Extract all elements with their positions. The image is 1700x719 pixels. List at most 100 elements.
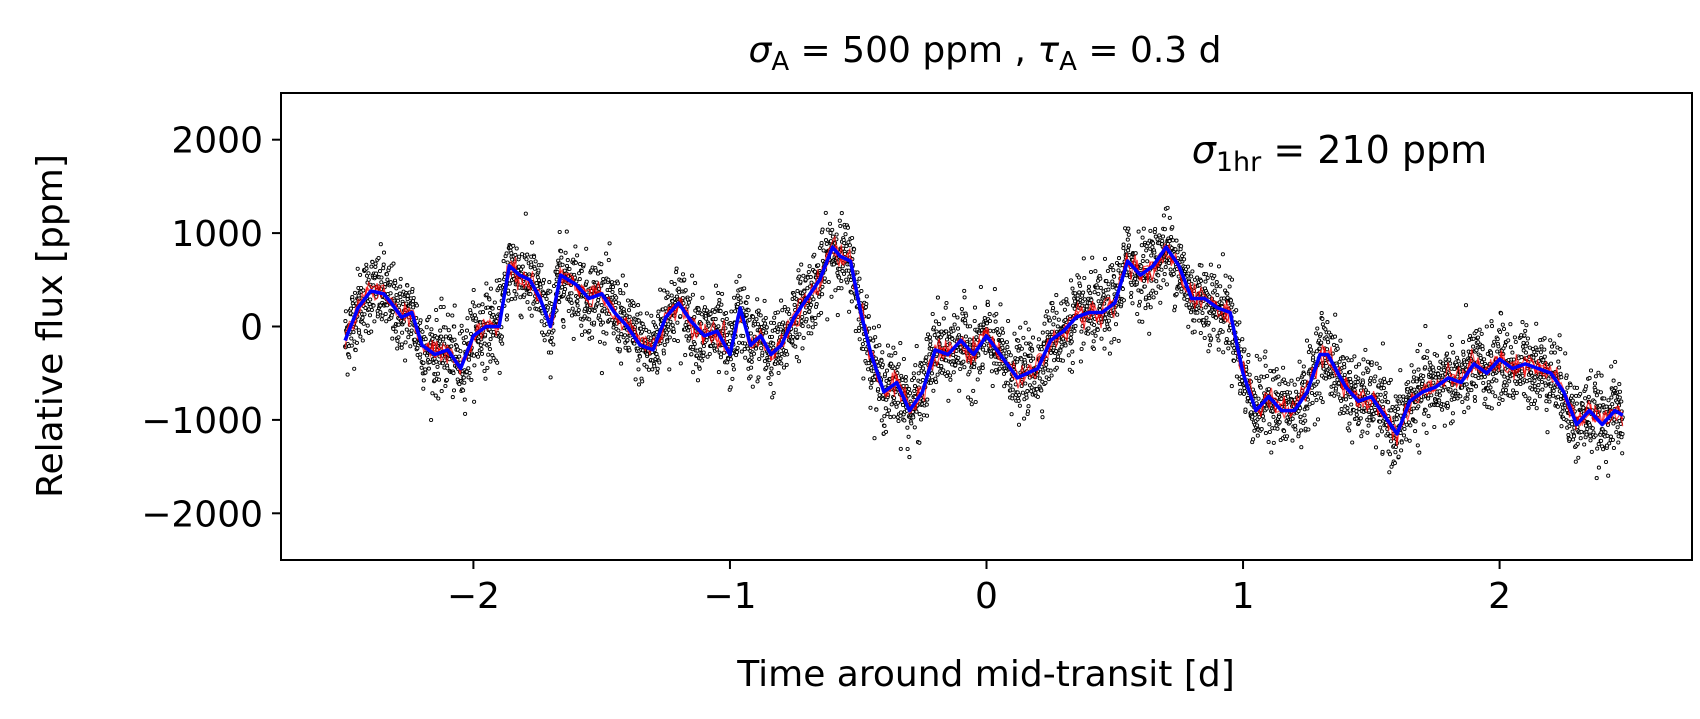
data-point xyxy=(374,271,379,276)
data-point xyxy=(1149,253,1154,258)
data-point xyxy=(792,292,797,297)
data-point xyxy=(1456,359,1461,364)
data-point xyxy=(450,313,455,318)
data-point xyxy=(497,278,502,283)
data-point xyxy=(1338,338,1343,343)
data-point xyxy=(758,313,763,318)
data-point xyxy=(1085,331,1091,336)
data-point xyxy=(1285,394,1291,399)
data-point xyxy=(599,303,604,308)
data-point xyxy=(1069,332,1074,337)
data-point xyxy=(1266,439,1271,445)
data-point xyxy=(1563,351,1568,356)
data-point xyxy=(800,346,805,351)
data-point xyxy=(1293,427,1298,432)
data-point xyxy=(1546,376,1551,381)
data-point xyxy=(906,434,911,439)
data-point xyxy=(1070,303,1076,308)
data-point xyxy=(809,302,814,307)
data-point xyxy=(1557,365,1562,370)
data-point xyxy=(1405,387,1410,392)
data-point xyxy=(1121,242,1126,247)
data-point xyxy=(1143,306,1148,311)
data-point xyxy=(1466,405,1471,410)
data-point xyxy=(539,319,544,324)
data-point xyxy=(627,314,632,319)
data-point xyxy=(968,324,973,329)
data-point xyxy=(627,348,632,353)
data-point xyxy=(1158,300,1163,305)
data-point xyxy=(807,309,812,314)
data-point xyxy=(1377,419,1382,424)
data-point xyxy=(1296,431,1301,436)
data-point xyxy=(1502,343,1508,348)
data-point xyxy=(1054,365,1059,370)
data-point xyxy=(352,366,357,371)
data-point xyxy=(1106,318,1111,323)
data-point xyxy=(1107,327,1112,332)
data-point xyxy=(1010,393,1015,398)
data-point xyxy=(1065,302,1070,307)
data-point xyxy=(871,325,877,330)
data-point xyxy=(771,321,777,326)
data-point xyxy=(1437,389,1442,394)
data-point xyxy=(436,396,441,401)
data-point xyxy=(576,308,581,313)
data-point xyxy=(1480,347,1485,352)
data-point xyxy=(1144,248,1149,253)
data-point xyxy=(611,331,616,336)
data-point xyxy=(560,285,565,290)
data-point xyxy=(1093,269,1098,274)
data-point xyxy=(934,380,939,385)
data-point xyxy=(548,375,553,380)
data-point xyxy=(419,365,424,370)
data-point xyxy=(1133,276,1138,281)
data-point xyxy=(849,290,854,295)
data-point xyxy=(1230,339,1235,344)
data-point xyxy=(1299,428,1304,433)
data-point xyxy=(559,249,564,254)
data-point xyxy=(729,309,734,314)
data-point xyxy=(606,258,611,263)
data-point xyxy=(1411,406,1416,411)
data-point xyxy=(1029,385,1034,390)
data-point xyxy=(414,303,419,308)
data-point xyxy=(1308,347,1313,352)
data-point xyxy=(667,335,672,340)
data-point xyxy=(1121,246,1126,251)
data-point xyxy=(1378,378,1383,383)
data-point xyxy=(631,303,636,309)
data-point xyxy=(1416,367,1421,372)
data-point xyxy=(1172,308,1177,313)
data-point xyxy=(1098,285,1103,290)
data-point xyxy=(909,421,914,426)
data-point xyxy=(775,310,780,315)
data-point xyxy=(1444,351,1450,356)
data-point xyxy=(751,351,757,356)
data-point xyxy=(604,331,609,336)
data-point xyxy=(1319,340,1324,345)
data-point xyxy=(1214,284,1219,289)
data-point xyxy=(439,334,444,339)
data-point xyxy=(770,395,775,400)
data-point xyxy=(488,337,493,342)
data-point xyxy=(1137,303,1142,308)
data-point xyxy=(436,377,442,382)
data-point xyxy=(1095,285,1100,290)
data-point xyxy=(1295,377,1300,382)
data-point xyxy=(766,375,771,381)
data-point xyxy=(893,351,898,356)
data-point xyxy=(1357,362,1362,367)
data-point xyxy=(916,371,921,376)
data-point xyxy=(929,371,935,376)
data-point xyxy=(814,302,819,307)
data-point xyxy=(352,290,358,295)
data-point xyxy=(1495,337,1500,342)
data-point xyxy=(1201,323,1207,328)
data-point xyxy=(563,250,568,255)
data-point xyxy=(1447,334,1452,339)
data-point xyxy=(1148,228,1153,233)
data-point xyxy=(675,320,680,325)
data-point xyxy=(1396,406,1401,411)
